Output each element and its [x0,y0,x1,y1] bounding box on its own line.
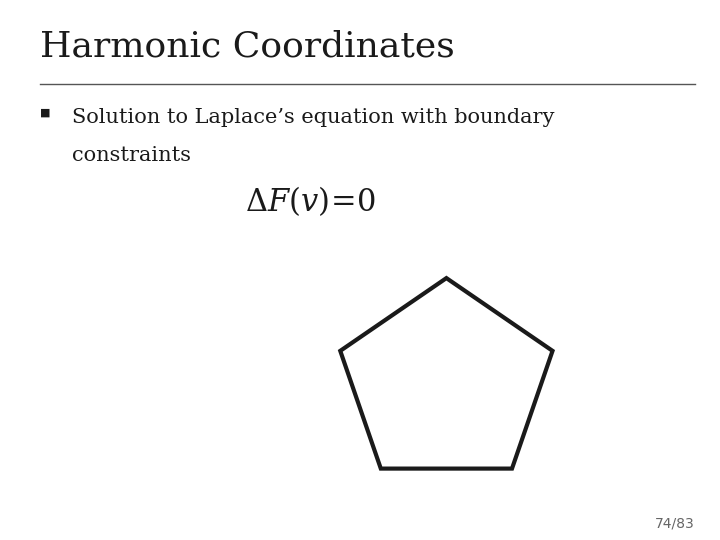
Text: Solution to Laplace’s equation with boundary: Solution to Laplace’s equation with boun… [72,108,554,127]
Text: $\Delta F(v)\!=\!0$: $\Delta F(v)\!=\!0$ [245,184,376,218]
Text: 74/83: 74/83 [655,516,695,530]
Text: constraints: constraints [72,146,191,165]
Text: Harmonic Coordinates: Harmonic Coordinates [40,30,454,64]
Text: ■: ■ [40,108,50,118]
